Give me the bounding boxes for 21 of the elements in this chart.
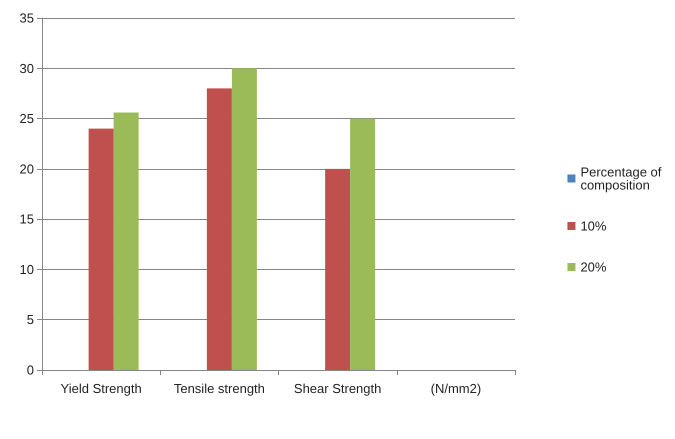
bar <box>325 168 350 370</box>
y-tick-label: 15 <box>20 212 34 227</box>
bar <box>206 88 232 370</box>
x-tick-label: Yield Strength <box>60 381 142 396</box>
y-tick-label: 25 <box>20 111 34 126</box>
bar <box>350 118 376 370</box>
y-tick-label: 30 <box>20 60 34 76</box>
y-tick-label: 10 <box>20 262 34 277</box>
x-tick-label: (N/mm2) <box>430 381 482 396</box>
bar <box>232 68 257 370</box>
y-tick-label: 20 <box>20 161 34 176</box>
y-tick-label: 5 <box>26 312 34 328</box>
x-tick-label: Shear Strength <box>294 381 382 396</box>
bar <box>88 128 114 370</box>
legend-label: 20% <box>580 260 607 274</box>
y-tick-label: 35 <box>20 10 34 26</box>
legend-label: 10% <box>580 218 607 234</box>
y-tick-label: 0 <box>26 362 34 378</box>
x-tick-label: Tensile strength <box>174 381 265 396</box>
legend-label: Percentage of composition <box>580 164 666 192</box>
bar <box>114 112 139 370</box>
